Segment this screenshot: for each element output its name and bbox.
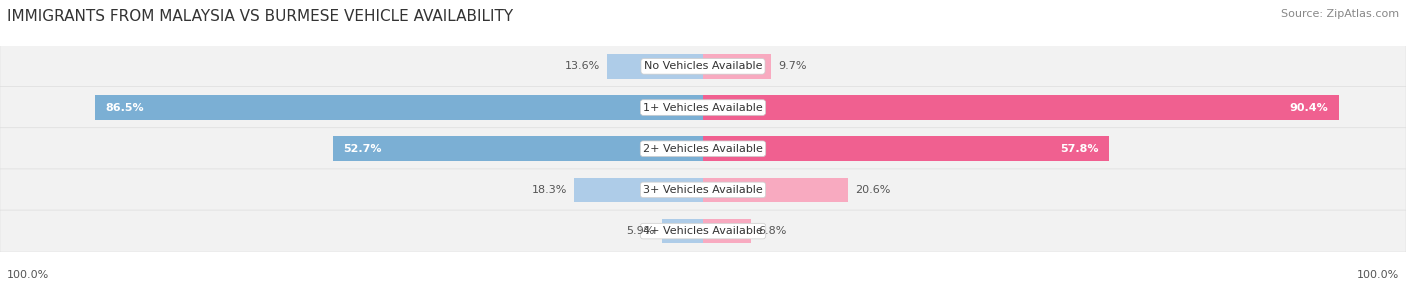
FancyBboxPatch shape — [0, 45, 1406, 87]
Text: 4+ Vehicles Available: 4+ Vehicles Available — [643, 226, 763, 236]
Text: 18.3%: 18.3% — [531, 185, 568, 195]
Text: 57.8%: 57.8% — [1060, 144, 1099, 154]
Bar — [703, 136, 1109, 161]
Text: 9.7%: 9.7% — [779, 61, 807, 71]
Text: 20.6%: 20.6% — [855, 185, 890, 195]
FancyBboxPatch shape — [0, 210, 1406, 252]
Bar — [703, 178, 848, 202]
Bar — [662, 219, 703, 243]
Text: 90.4%: 90.4% — [1289, 103, 1329, 112]
Text: No Vehicles Available: No Vehicles Available — [644, 61, 762, 71]
Text: 52.7%: 52.7% — [343, 144, 381, 154]
Bar — [703, 219, 751, 243]
Text: 2+ Vehicles Available: 2+ Vehicles Available — [643, 144, 763, 154]
Text: 1+ Vehicles Available: 1+ Vehicles Available — [643, 103, 763, 112]
Bar — [703, 54, 772, 79]
FancyBboxPatch shape — [0, 87, 1406, 128]
Text: 6.8%: 6.8% — [758, 226, 786, 236]
Bar — [575, 178, 703, 202]
FancyBboxPatch shape — [0, 128, 1406, 170]
Text: 100.0%: 100.0% — [7, 270, 49, 280]
Text: IMMIGRANTS FROM MALAYSIA VS BURMESE VEHICLE AVAILABILITY: IMMIGRANTS FROM MALAYSIA VS BURMESE VEHI… — [7, 9, 513, 23]
Text: 5.9%: 5.9% — [626, 226, 654, 236]
Text: 100.0%: 100.0% — [1357, 270, 1399, 280]
Bar — [703, 95, 1339, 120]
Text: Source: ZipAtlas.com: Source: ZipAtlas.com — [1281, 9, 1399, 19]
Text: 13.6%: 13.6% — [565, 61, 600, 71]
Bar — [94, 95, 703, 120]
FancyBboxPatch shape — [0, 169, 1406, 211]
Bar — [607, 54, 703, 79]
Text: 86.5%: 86.5% — [105, 103, 143, 112]
Text: 3+ Vehicles Available: 3+ Vehicles Available — [643, 185, 763, 195]
Bar — [332, 136, 703, 161]
